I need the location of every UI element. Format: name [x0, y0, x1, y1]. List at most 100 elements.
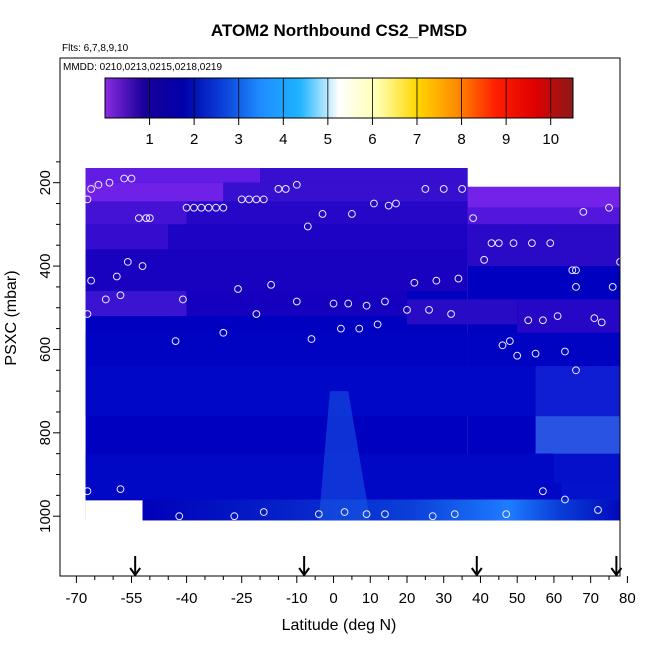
sample-point	[329, 299, 338, 308]
sample-point	[425, 305, 433, 314]
sample-point	[624, 215, 631, 222]
x-tick-label: 0	[329, 590, 337, 607]
heat-cell	[535, 366, 620, 417]
sample-point	[594, 506, 602, 514]
sample-point	[527, 239, 536, 248]
sample-point	[572, 266, 580, 275]
heat-cell	[467, 186, 620, 208]
sample-point	[87, 185, 95, 193]
colorbar-tick-label: 7	[413, 131, 421, 148]
x-axis: -70 -55 -40 -25 -10 0 10 20 30 40 50 60 70 80	[66, 576, 636, 607]
colorbar-tick-label: 9	[502, 131, 510, 148]
sample-point	[381, 510, 389, 519]
sample-point	[428, 512, 437, 521]
sample-point	[120, 174, 129, 183]
x-tick-label: -25	[231, 590, 253, 607]
sample-point	[392, 199, 400, 208]
heat-cell	[223, 182, 468, 202]
heat-cell	[535, 416, 620, 454]
sample-point	[439, 185, 448, 193]
y-tick-label: 400	[37, 254, 54, 279]
sample-point	[112, 272, 121, 281]
sample-point	[384, 201, 393, 210]
heat-cell	[85, 224, 169, 250]
colorbar-tick-label: 1	[145, 131, 153, 148]
colorbar-tick-label: 3	[235, 131, 243, 148]
heat-cell	[85, 201, 187, 225]
sample-point	[123, 257, 132, 266]
sample-point	[340, 508, 349, 516]
sample-point	[572, 366, 580, 375]
sample-point	[539, 316, 547, 325]
heat-mask	[85, 500, 143, 522]
profile-markers	[129, 556, 623, 577]
sample-point	[212, 203, 220, 212]
sample-point	[307, 335, 316, 343]
sample-point	[531, 349, 540, 358]
heat-cell	[186, 201, 468, 225]
sample-point	[142, 214, 151, 223]
x-tick-label: 60	[546, 590, 563, 607]
heat-cell	[517, 299, 620, 333]
sample-point	[616, 257, 620, 266]
sample-point	[421, 185, 430, 193]
sample-point	[197, 203, 206, 212]
sample-point	[362, 510, 371, 519]
sample-point	[219, 328, 228, 337]
heat-cell	[318, 391, 371, 521]
heatmap-field	[85, 168, 620, 522]
x-tick-label: -70	[66, 590, 88, 607]
colorbar-gradient	[104, 77, 574, 119]
sample-point	[175, 512, 184, 521]
x-tick-label: 50	[509, 590, 526, 607]
sample-point	[469, 214, 478, 223]
sample-point	[281, 185, 290, 193]
sample-point	[116, 485, 125, 494]
heat-cell	[85, 182, 224, 202]
colorbar-tick-label: 6	[368, 131, 376, 148]
sample-point	[608, 283, 617, 291]
heat-cell	[168, 224, 468, 250]
sample-point	[458, 185, 466, 193]
sample-point	[314, 510, 323, 519]
sample-point	[362, 301, 371, 310]
sample-point	[134, 214, 143, 223]
sample-point	[561, 347, 569, 356]
x-tick-label: 30	[435, 590, 452, 607]
sample-point	[94, 180, 103, 189]
sample-point	[292, 180, 301, 189]
sample-point	[83, 310, 92, 318]
sample-point	[432, 276, 441, 285]
sample-point	[252, 310, 261, 318]
sample-point	[116, 291, 125, 300]
sample-point	[628, 500, 635, 507]
heat-cell	[260, 168, 468, 183]
chart-title: ATOM2 Northbound CS2_PMSD	[211, 21, 467, 40]
sample-point	[590, 314, 599, 323]
sample-point	[410, 278, 419, 287]
sample-point	[355, 324, 364, 333]
sample-point	[83, 195, 92, 204]
heat-cell	[406, 299, 518, 325]
sample-point	[336, 324, 345, 333]
x-tick-label: -55	[121, 590, 143, 607]
colorbar-tick-label: 2	[190, 131, 198, 148]
y-tick-label: 800	[37, 420, 54, 445]
x-tick-label: 70	[582, 590, 599, 607]
sample-point	[524, 316, 533, 325]
sample-point	[101, 295, 110, 304]
profile-marker-arrow	[470, 567, 483, 577]
sample-point	[597, 318, 606, 327]
profile-marker-arrow	[298, 567, 310, 577]
sample-point	[267, 280, 275, 289]
heat-cell	[85, 332, 620, 367]
sample-point	[83, 487, 92, 496]
sample-point	[344, 299, 353, 308]
sample-point	[381, 297, 389, 306]
heat-cell	[85, 249, 468, 292]
sample-point	[303, 222, 312, 231]
sample-point	[579, 207, 588, 216]
x-tick-label: 80	[619, 590, 636, 607]
colorbar: 1 2 3 4 5 6 7 8 9 10	[104, 77, 574, 148]
heat-cell	[85, 291, 187, 317]
